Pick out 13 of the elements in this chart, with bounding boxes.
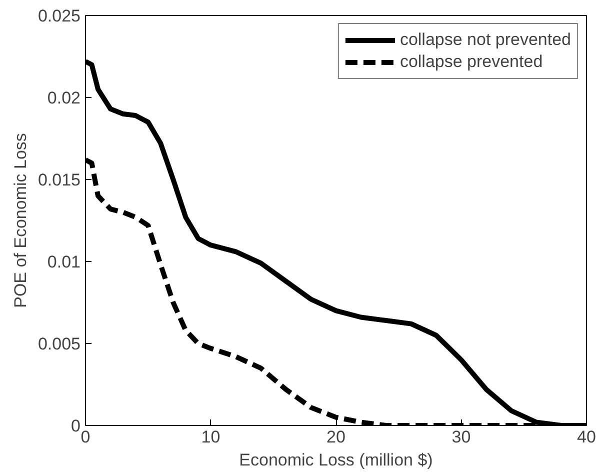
x-axis-title: Economic Loss (million $) [239,450,433,470]
legend-label: collapse prevented [400,52,543,72]
y-tick-label: 0.01 [47,252,81,272]
y-tick-label: 0.025 [38,6,81,26]
x-tick-label: 10 [201,428,220,446]
x-tick-label: 40 [577,428,596,446]
y-tick-label: 0.005 [38,334,81,354]
y-axis-title: POE of Economic Loss [10,133,30,308]
legend-label: collapse not prevented [400,30,571,50]
x-tick-label: 30 [452,428,471,446]
x-tick-label: 20 [326,428,346,446]
y-tick-label: 0.015 [38,170,81,190]
y-tick-label: 0.02 [47,88,81,108]
